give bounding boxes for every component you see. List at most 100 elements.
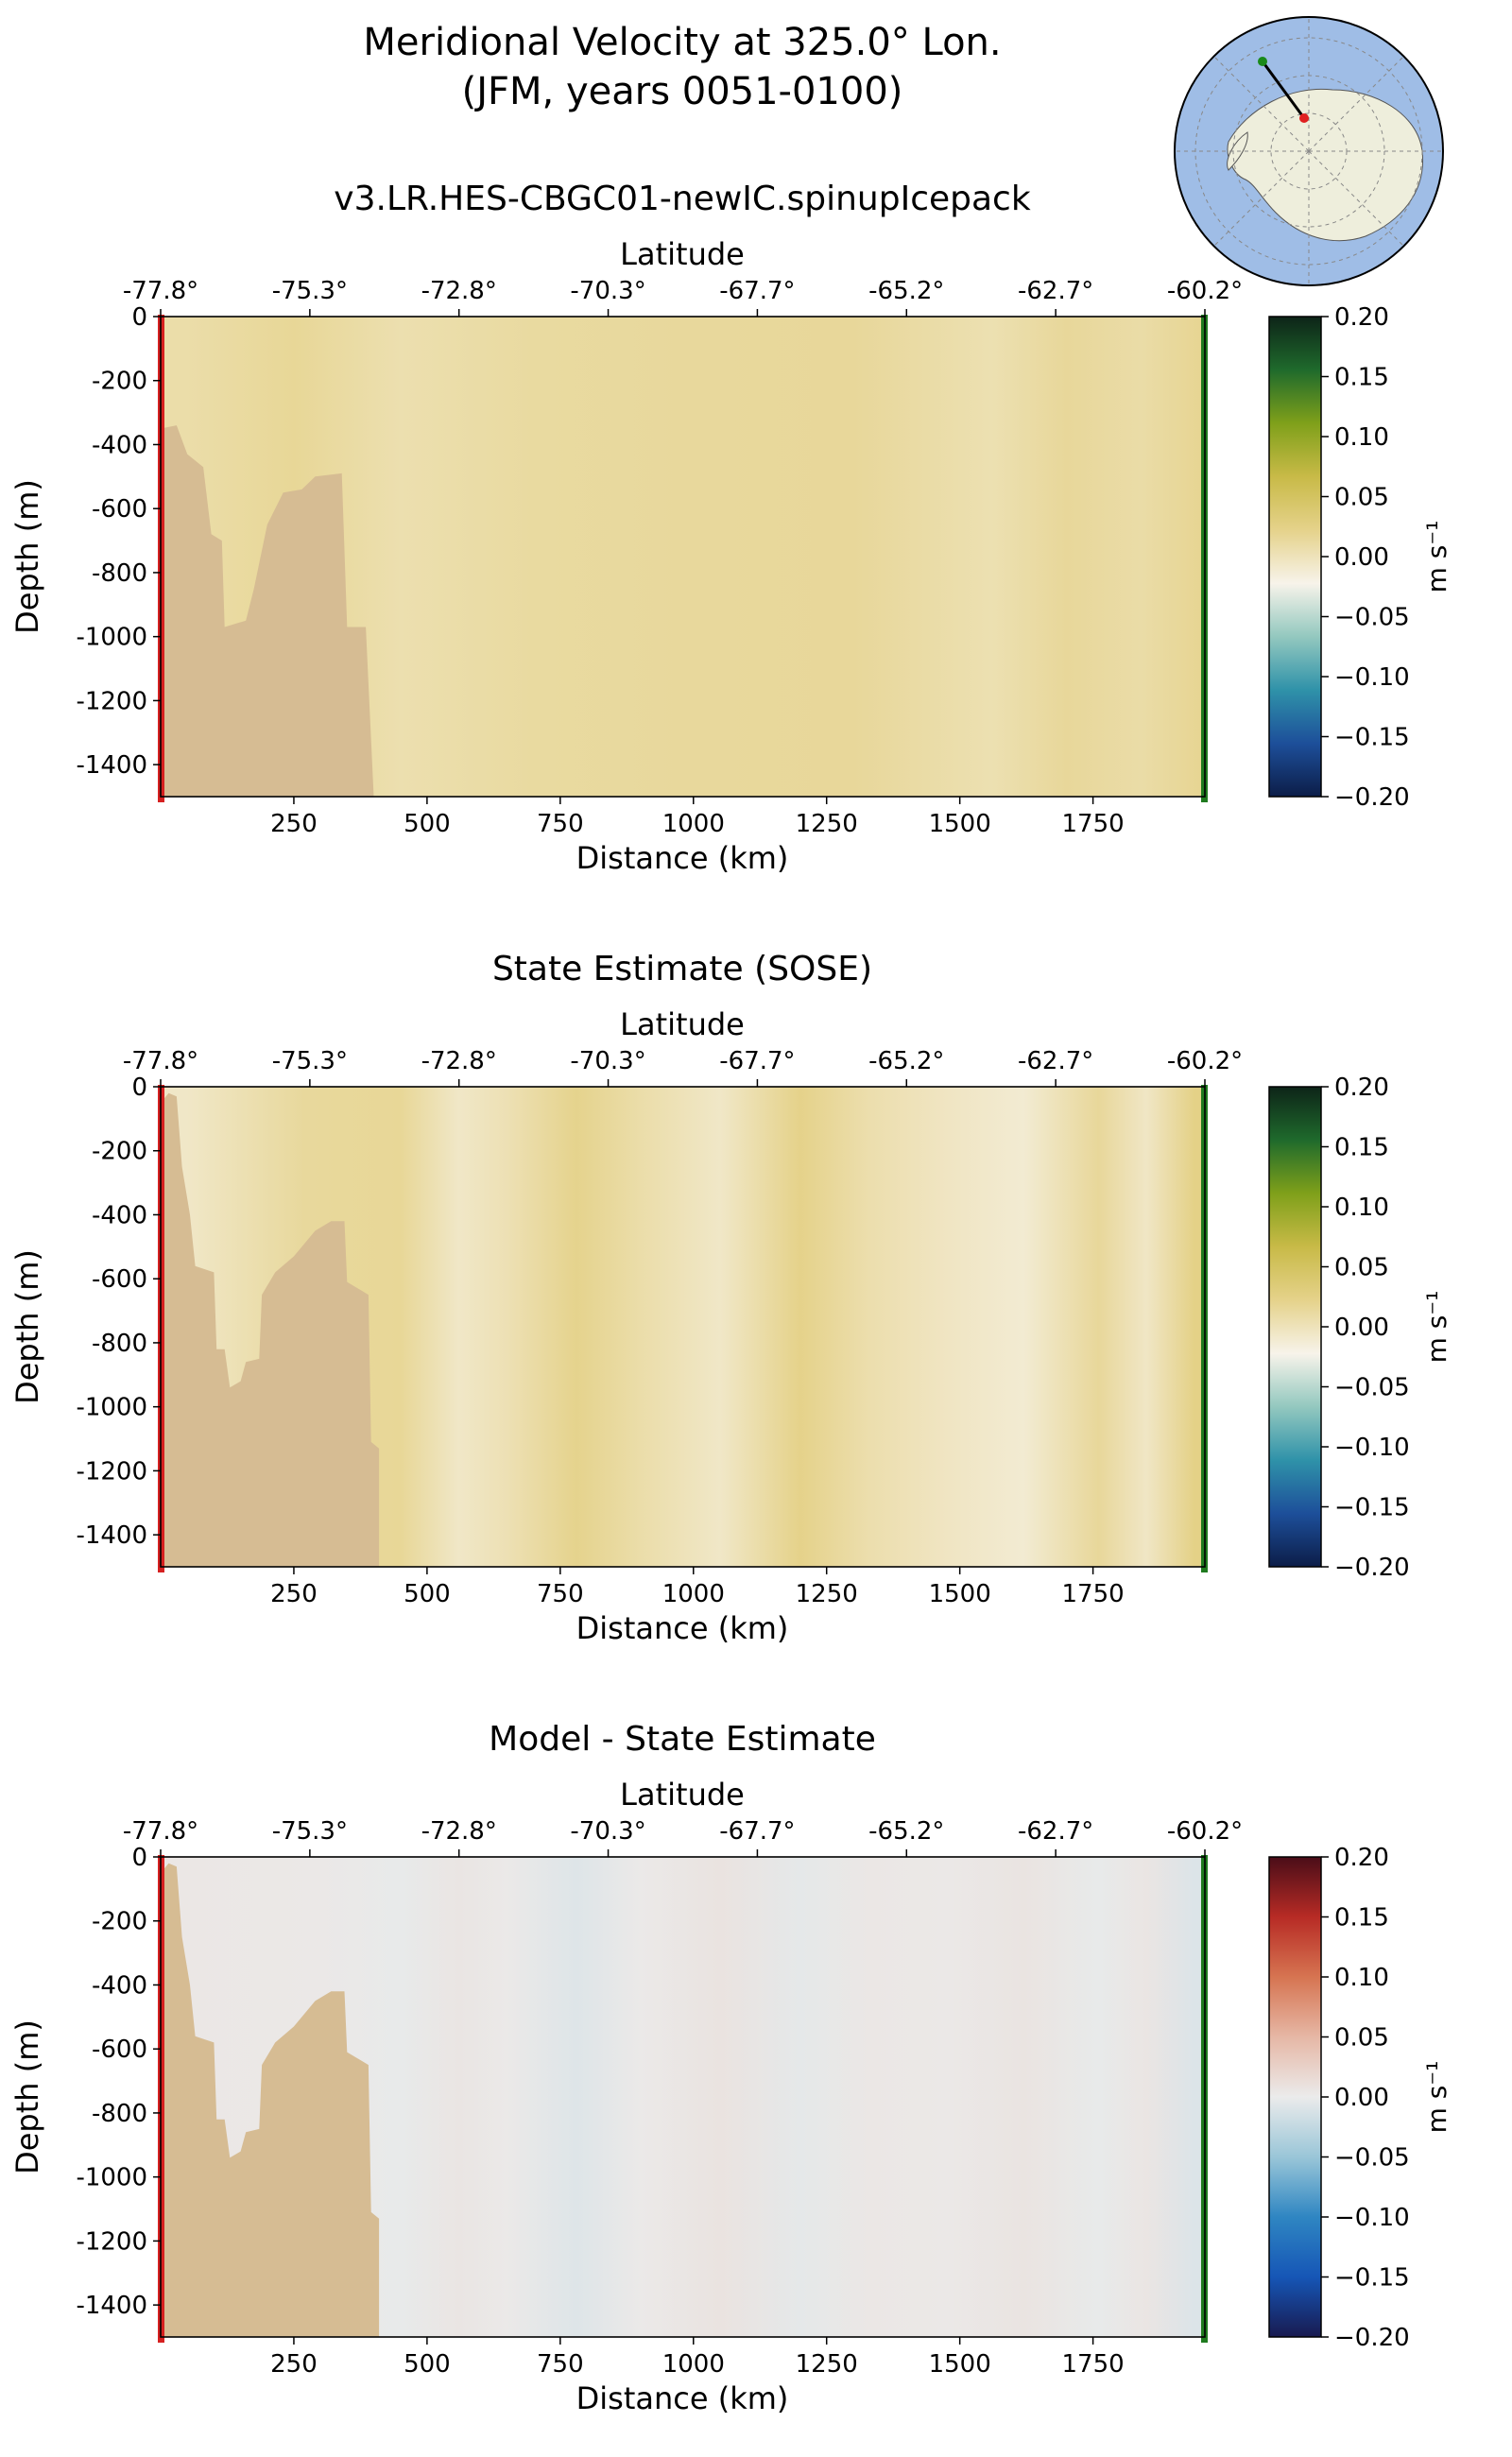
y-tick-label: -1000 [76, 1394, 147, 1422]
x-tick-label: 500 [404, 2350, 451, 2379]
colorbar-tick-label: 0.15 [1334, 1904, 1389, 1933]
panel-2: Model - State Estimate 250 500 750 1000 1250 1… [9, 1720, 1452, 2416]
colorbar-tick-label: 0.10 [1334, 423, 1389, 452]
lat-tick-label: -72.8° [421, 1817, 497, 1846]
figure-title-line1: Meridional Velocity at 325.0° Lon. [363, 21, 1001, 64]
y-tick-label: -600 [92, 495, 147, 524]
y-tick-label: -400 [92, 1201, 147, 1229]
y-tick-label: -1200 [76, 1457, 147, 1486]
colorbar-label: m s⁻¹ [1421, 1291, 1452, 1364]
colorbar-tick-label: −0.05 [1334, 2144, 1410, 2173]
map-antarctica [1227, 88, 1424, 242]
x-tick-label: 1500 [929, 2350, 991, 2379]
x-tick-label: 500 [404, 1580, 451, 1608]
x-tick-label: 250 [270, 810, 318, 838]
colorbar-label: m s⁻¹ [1421, 521, 1452, 593]
plot-frame [160, 316, 1206, 798]
y-tick-label: -400 [92, 431, 147, 459]
colorbar-tick-label: 0.05 [1334, 484, 1389, 512]
colorbar-tick-label: −0.20 [1334, 1554, 1410, 1582]
colorbar-tick-label: −0.10 [1334, 2204, 1410, 2232]
lat-tick-label: -60.2° [1167, 1047, 1243, 1075]
panel-0: v3.LR.HES-CBGC01-newIC.spinupIcepack 250 5… [9, 180, 1452, 876]
panel-title: State Estimate (SOSE) [492, 950, 872, 988]
colorbar-tick-label: 0.15 [1334, 1134, 1389, 1162]
x-axis-label: Distance (km) [576, 1610, 789, 1646]
top-axis-label: Latitude [620, 1777, 745, 1813]
lat-tick-label: -75.3° [272, 1817, 348, 1846]
y-axis-label: Depth (m) [9, 1249, 45, 1404]
locator-map [1174, 16, 1444, 286]
lat-tick-label: -62.7° [1018, 1047, 1093, 1075]
colorbar-tick-label: −0.15 [1334, 2264, 1410, 2293]
colorbar-tick-label: −0.20 [1334, 2324, 1410, 2352]
map-transect-end-dot [1299, 113, 1309, 123]
y-tick-label: 0 [131, 303, 147, 332]
x-tick-label: 500 [404, 810, 451, 838]
x-tick-label: 1750 [1062, 1580, 1125, 1608]
colorbar-tick-label: −0.10 [1334, 1434, 1410, 1462]
colorbar-tick-label: −0.10 [1334, 663, 1410, 692]
y-tick-label: 0 [131, 1844, 147, 1872]
x-tick-label: 750 [537, 2350, 584, 2379]
y-tick-label: -1200 [76, 687, 147, 715]
colorbar-tick-label: 0.20 [1334, 1074, 1389, 1102]
colorbar [1268, 1856, 1322, 2338]
lat-tick-label: -72.8° [421, 277, 497, 305]
lat-tick-label: -75.3° [272, 1047, 348, 1075]
lat-tick-label: -62.7° [1018, 1817, 1093, 1846]
x-tick-label: 1250 [796, 2350, 858, 2379]
top-axis-label: Latitude [620, 236, 745, 272]
lat-tick-label: -77.8° [123, 277, 198, 305]
y-tick-label: 0 [131, 1074, 147, 1102]
y-tick-label: -200 [92, 1908, 147, 1936]
lat-tick-label: -62.7° [1018, 277, 1093, 305]
bathymetry [161, 1092, 380, 1567]
x-tick-label: 1000 [662, 2350, 725, 2379]
lat-tick-label: -65.2° [868, 1817, 944, 1846]
x-tick-label: 1250 [796, 810, 858, 838]
top-axis-label: Latitude [620, 1006, 745, 1042]
y-tick-label: -1000 [76, 624, 147, 652]
lat-tick-label: -65.2° [868, 277, 944, 305]
x-axis-label: Distance (km) [576, 2380, 789, 2416]
y-tick-label: -200 [92, 368, 147, 396]
lat-tick-label: -75.3° [272, 277, 348, 305]
colorbar-tick-label: 0.20 [1334, 303, 1389, 332]
panel-title: v3.LR.HES-CBGC01-newIC.spinupIcepack [334, 180, 1031, 218]
panel-title: Model - State Estimate [489, 1720, 876, 1759]
x-tick-label: 1000 [662, 1580, 725, 1608]
lat-tick-label: -72.8° [421, 1047, 497, 1075]
colorbar-tick-label: −0.05 [1334, 604, 1410, 632]
y-axis-label: Depth (m) [9, 479, 45, 634]
lat-tick-label: -70.3° [570, 277, 645, 305]
x-tick-label: 750 [537, 810, 584, 838]
y-tick-label: -1000 [76, 2164, 147, 2192]
colorbar-tick-label: 0.05 [1334, 2024, 1389, 2053]
x-tick-label: 1750 [1062, 2350, 1125, 2379]
colorbar [1268, 1086, 1322, 1568]
colorbar-tick-label: 0.10 [1334, 1194, 1389, 1222]
plot-frame [160, 1086, 1206, 1568]
y-tick-label: -1400 [76, 751, 147, 780]
colorbar [1268, 316, 1322, 798]
x-tick-label: 1250 [796, 1580, 858, 1608]
colorbar-tick-label: 0.15 [1334, 364, 1389, 392]
y-tick-label: -800 [92, 559, 147, 588]
y-tick-label: -800 [92, 1330, 147, 1358]
lat-tick-label: -67.7° [719, 1817, 795, 1846]
colorbar-tick-label: −0.15 [1334, 1494, 1410, 1522]
x-tick-label: 1750 [1062, 810, 1125, 838]
colorbar-tick-label: 0.00 [1334, 543, 1389, 572]
figure-title-line2: (JFM, years 0051-0100) [462, 70, 903, 113]
bathymetry [161, 1863, 380, 2337]
map-transect-line [1261, 60, 1306, 119]
map-transect-start-dot [1258, 57, 1267, 66]
lat-tick-label: -67.7° [719, 277, 795, 305]
lat-tick-label: -70.3° [570, 1817, 645, 1846]
lat-tick-label: -77.8° [123, 1817, 198, 1846]
lat-tick-label: -67.7° [719, 1047, 795, 1075]
colorbar-tick-label: −0.15 [1334, 724, 1410, 752]
x-axis-label: Distance (km) [576, 840, 789, 876]
